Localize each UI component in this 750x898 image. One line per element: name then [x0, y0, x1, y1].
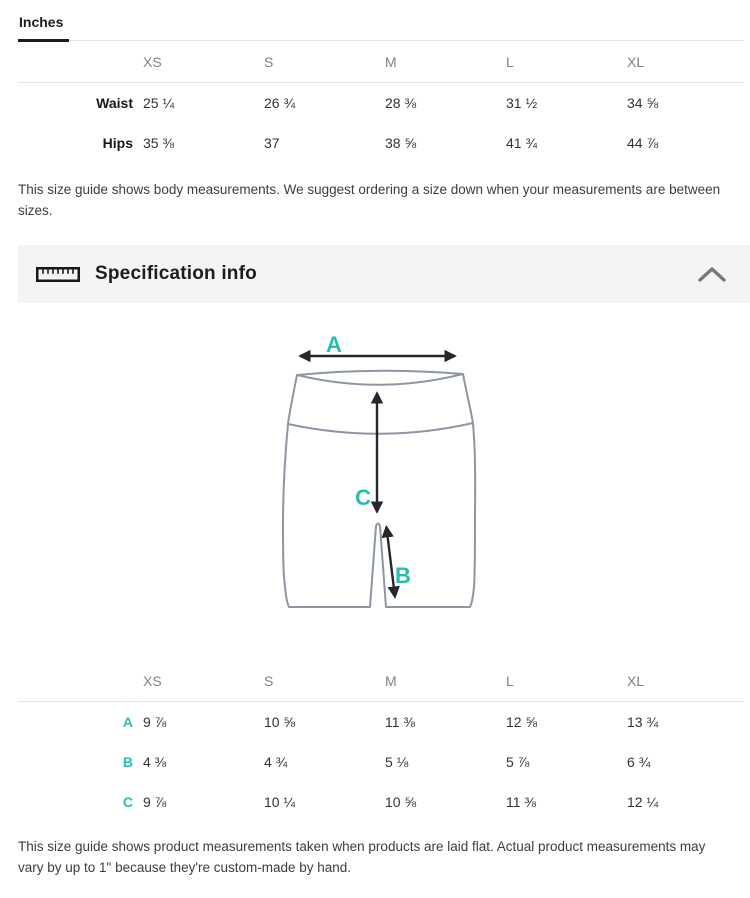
row-label-waist: Waist — [96, 95, 133, 111]
waist-xs: 25 ¼ — [143, 95, 175, 111]
body-measurement-table: XS S M L XL Waist 25 ¼ 26 ¾ 28 ⅜ 31 ½ 34… — [0, 41, 750, 163]
b-s: 4 ¾ — [264, 754, 288, 770]
c-m: 10 ⅝ — [385, 794, 417, 810]
a-xs: 9 ⅞ — [143, 714, 167, 730]
units-tab-bar: Inches — [18, 14, 744, 42]
specification-title: Specification info — [95, 263, 257, 284]
hips-xs: 35 ⅜ — [143, 135, 175, 151]
specification-section-header[interactable]: Specification info — [18, 245, 750, 303]
table-row: C 9 ⅞ 10 ¼ 10 ⅝ 11 ⅜ 12 ¼ — [18, 782, 744, 822]
waist-xl: 34 ⅝ — [627, 95, 659, 111]
hips-l: 41 ¾ — [506, 135, 538, 151]
column-header-m: M — [385, 672, 397, 689]
row-label-c: C — [122, 794, 133, 810]
b-xs: 4 ⅜ — [143, 754, 167, 770]
b-l: 5 ⅞ — [506, 754, 530, 770]
c-s: 10 ¼ — [264, 794, 296, 810]
table-header-row: XS S M L XL — [18, 41, 744, 83]
waist-l: 31 ½ — [506, 95, 538, 111]
diagram-label-c: C — [355, 485, 371, 510]
column-header-xl: XL — [627, 53, 645, 70]
tab-inches[interactable]: Inches — [18, 14, 70, 42]
table-row: Waist 25 ¼ 26 ¾ 28 ⅜ 31 ½ 34 ⅝ — [18, 83, 744, 123]
ruler-icon — [36, 266, 80, 282]
column-header-xs: XS — [143, 53, 162, 70]
arrow-b — [381, 524, 400, 599]
waist-m: 28 ⅜ — [385, 95, 417, 111]
c-l: 11 ⅜ — [506, 794, 537, 810]
a-s: 10 ⅝ — [264, 714, 296, 730]
b-m: 5 ⅛ — [385, 754, 409, 770]
shorts-measurement-diagram: A C B — [282, 332, 477, 608]
row-label-hips: Hips — [102, 135, 133, 151]
column-header-s: S — [264, 672, 274, 689]
product-measurements-note: This size guide shows product measuremen… — [18, 839, 706, 875]
product-measurement-table: XS S M L XL A 9 ⅞ 10 ⅝ 11 ⅜ 12 ⅝ 13 ¾ B … — [0, 660, 750, 822]
table-header-row: XS S M L XL — [18, 660, 744, 702]
hips-xl: 44 ⅞ — [627, 135, 659, 151]
body-measurements-note: This size guide shows body measurements.… — [18, 182, 721, 218]
c-xl: 12 ¼ — [627, 794, 659, 810]
column-header-m: M — [385, 53, 397, 70]
row-label-b: B — [122, 754, 133, 770]
a-l: 12 ⅝ — [506, 714, 538, 730]
measurement-arrows — [298, 349, 457, 599]
column-header-l: L — [506, 53, 514, 70]
row-label-a: A — [122, 714, 133, 730]
waist-s: 26 ¾ — [264, 95, 296, 111]
table-row: B 4 ⅜ 4 ¾ 5 ⅛ 5 ⅞ 6 ¾ — [18, 742, 744, 782]
chevron-up-icon[interactable] — [697, 265, 727, 283]
table-row: Hips 35 ⅜ 37 38 ⅝ 41 ¾ 44 ⅞ — [18, 123, 744, 163]
diagram-label-a: A — [326, 332, 342, 357]
hips-s: 37 — [264, 135, 280, 151]
hips-m: 38 ⅝ — [385, 135, 417, 151]
column-header-xs: XS — [143, 672, 162, 689]
column-header-l: L — [506, 672, 514, 689]
c-xs: 9 ⅞ — [143, 794, 167, 810]
a-xl: 13 ¾ — [627, 714, 659, 730]
column-header-s: S — [264, 53, 274, 70]
diagram-label-b: B — [395, 563, 411, 588]
shorts-outline — [282, 369, 477, 608]
column-header-xl: XL — [627, 672, 645, 689]
table-row: A 9 ⅞ 10 ⅝ 11 ⅜ 12 ⅝ 13 ¾ — [18, 702, 744, 742]
a-m: 11 ⅜ — [385, 714, 416, 730]
b-xl: 6 ¾ — [627, 754, 651, 770]
